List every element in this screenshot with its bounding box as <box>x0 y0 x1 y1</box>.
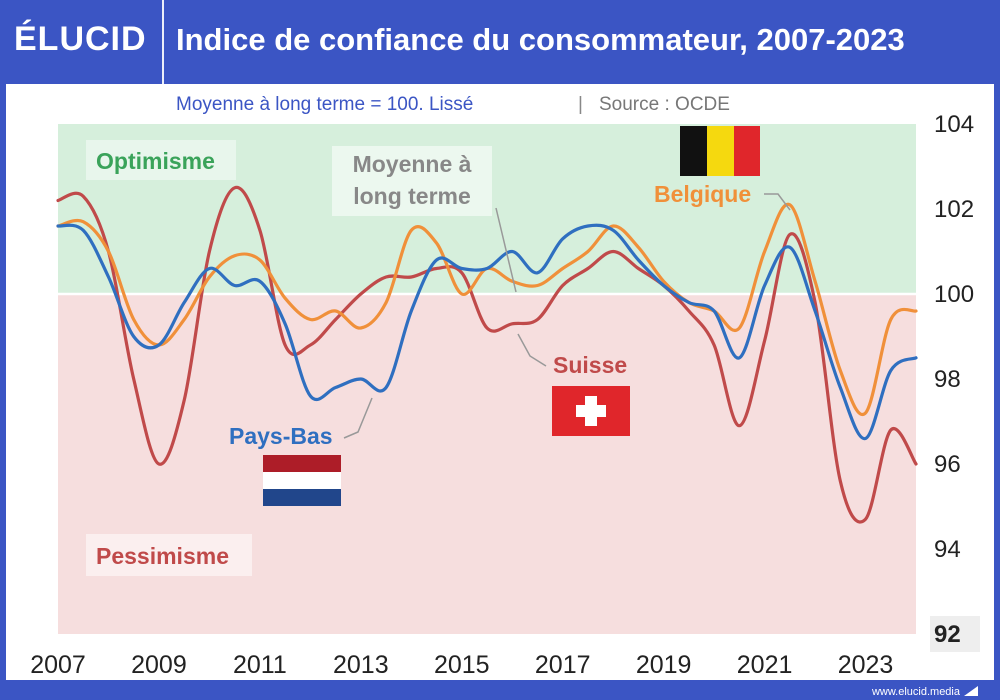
suisse-label: Suisse <box>553 352 627 378</box>
subtitle-separator: | <box>578 94 583 115</box>
y-tick-label: 104 <box>934 111 974 138</box>
belgique-leader-line <box>764 193 791 211</box>
avg-label-line2: long terme <box>353 183 471 209</box>
header-bar: ÉLUCID Indice de confiance du consommate… <box>0 0 1000 84</box>
chart-panel: Moyenne à long terme = 100. Lissé | Sour… <box>6 84 994 680</box>
x-tick-label: 2019 <box>636 651 692 679</box>
y-tick-label: 94 <box>934 536 961 563</box>
netherlands-flag-icon <box>263 455 341 506</box>
series-group <box>56 185 918 524</box>
x-tick-label: 2007 <box>30 651 86 679</box>
header-divider <box>162 0 164 84</box>
y-tick-label: 100 <box>934 281 974 308</box>
y-tick-label: 96 <box>934 451 961 478</box>
pays-bas-label: Pays-Bas <box>229 423 333 449</box>
x-axis-ticks: 2007 2009 2011 2013 2015 2017 2019 2021 2023 <box>30 651 893 679</box>
y-tick-label: 102 <box>934 196 974 223</box>
suisse-leader-line <box>517 333 547 367</box>
y-tick-label: 98 <box>934 366 961 393</box>
subtitle-source: Source : OCDE <box>599 94 730 115</box>
belgique-label: Belgique <box>654 181 751 207</box>
y-min-label-bg <box>930 616 980 652</box>
series-line-belgique <box>56 202 918 417</box>
optimisme-label-bg <box>86 140 236 180</box>
series-line-pays-bas <box>56 223 918 441</box>
switzerland-flag-icon <box>552 386 630 436</box>
footer-arrow-icon <box>964 686 978 696</box>
pessimism-zone <box>58 294 916 634</box>
pessimisme-label: Pessimisme <box>96 543 229 569</box>
avg-label-bg <box>332 146 492 216</box>
chart-title: Indice de confiance du consommateur, 200… <box>176 22 905 57</box>
elucid-logo: ÉLUCID <box>14 20 147 58</box>
y-tick-label: 92 <box>934 621 961 648</box>
x-tick-label: 2017 <box>535 651 591 679</box>
avg-leader-line <box>495 207 517 293</box>
avg-label-line1: Moyenne à <box>353 151 472 177</box>
pessimisme-label-bg <box>86 534 252 576</box>
x-tick-label: 2023 <box>838 651 894 679</box>
x-tick-label: 2009 <box>131 651 187 679</box>
footer-url: www.elucid.media <box>871 686 960 698</box>
x-tick-label: 2013 <box>333 651 389 679</box>
series-line-suisse <box>56 185 918 524</box>
pays-bas-leader-line <box>343 397 373 439</box>
x-tick-label: 2021 <box>737 651 793 679</box>
x-tick-label: 2015 <box>434 651 490 679</box>
y-axis-ticks: 104 102 100 98 96 94 92 <box>930 111 980 652</box>
chart-svg: Moyenne à long terme = 100. Lissé | Sour… <box>30 94 980 679</box>
subtitle-main: Moyenne à long terme = 100. Lissé <box>176 94 473 115</box>
belgium-flag-icon <box>680 126 760 176</box>
x-tick-label: 2011 <box>233 651 287 679</box>
optimisme-label: Optimisme <box>96 148 215 174</box>
